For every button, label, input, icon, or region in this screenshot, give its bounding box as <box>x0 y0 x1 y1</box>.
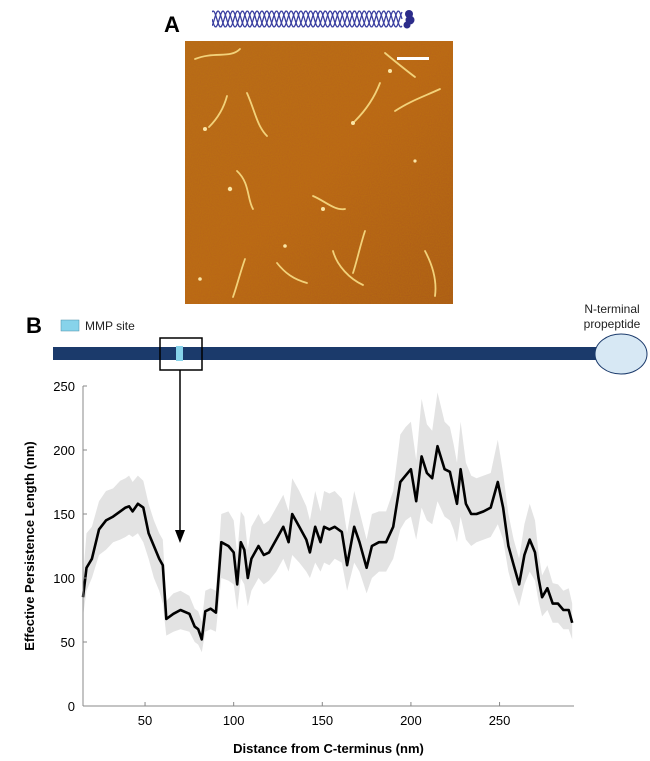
y-tick-label: 50 <box>61 635 75 650</box>
x-axis-label: Distance from C-terminus (nm) <box>233 741 424 756</box>
confidence-band <box>83 392 573 653</box>
x-tick-label: 250 <box>489 713 511 728</box>
x-tick-label: 50 <box>138 713 152 728</box>
mmp-legend-swatch <box>60 319 80 332</box>
collagen-rod <box>53 347 599 360</box>
n-terminal-propeptide <box>594 333 648 375</box>
callout-arrow-head <box>175 530 185 543</box>
mmp-site-box <box>159 337 203 371</box>
helix-strand <box>212 10 403 28</box>
mmp-site-marker <box>176 346 183 361</box>
panel-a-label: A <box>164 12 180 37</box>
panel-b-label: B <box>26 313 42 338</box>
series-line <box>81 444 574 641</box>
scale-bar <box>397 57 429 60</box>
y-tick-label: 0 <box>68 699 75 714</box>
persistence-length-chart: 0 50 100 150 200 250 50 100 150 200 250 Distance f… <box>22 370 574 756</box>
afm-image <box>185 41 453 304</box>
x-tick-label: 150 <box>311 713 333 728</box>
y-tick-label: 150 <box>53 507 75 522</box>
y-axis-label: Effective Persistence Length (nm) <box>22 441 37 651</box>
x-tick-label: 100 <box>223 713 245 728</box>
y-tick-label: 200 <box>53 443 75 458</box>
afm-fibrils <box>194 48 441 298</box>
y-tick-label: 250 <box>53 379 75 394</box>
helix-strand <box>212 10 403 28</box>
mmp-legend-label: MMP site <box>85 319 135 333</box>
propeptide-label-line2: propeptide <box>584 317 641 331</box>
collagen-schematic: MMP site N-terminal propeptide <box>53 302 648 375</box>
propeptide-label-line1: N-terminal <box>584 302 639 316</box>
afm-particles <box>198 69 417 281</box>
x-tick-label: 200 <box>400 713 422 728</box>
helix-strand <box>212 10 403 28</box>
y-tick-label: 100 <box>53 571 75 586</box>
helix-end-bead <box>403 21 411 29</box>
triple-helix-illustration <box>212 10 415 29</box>
